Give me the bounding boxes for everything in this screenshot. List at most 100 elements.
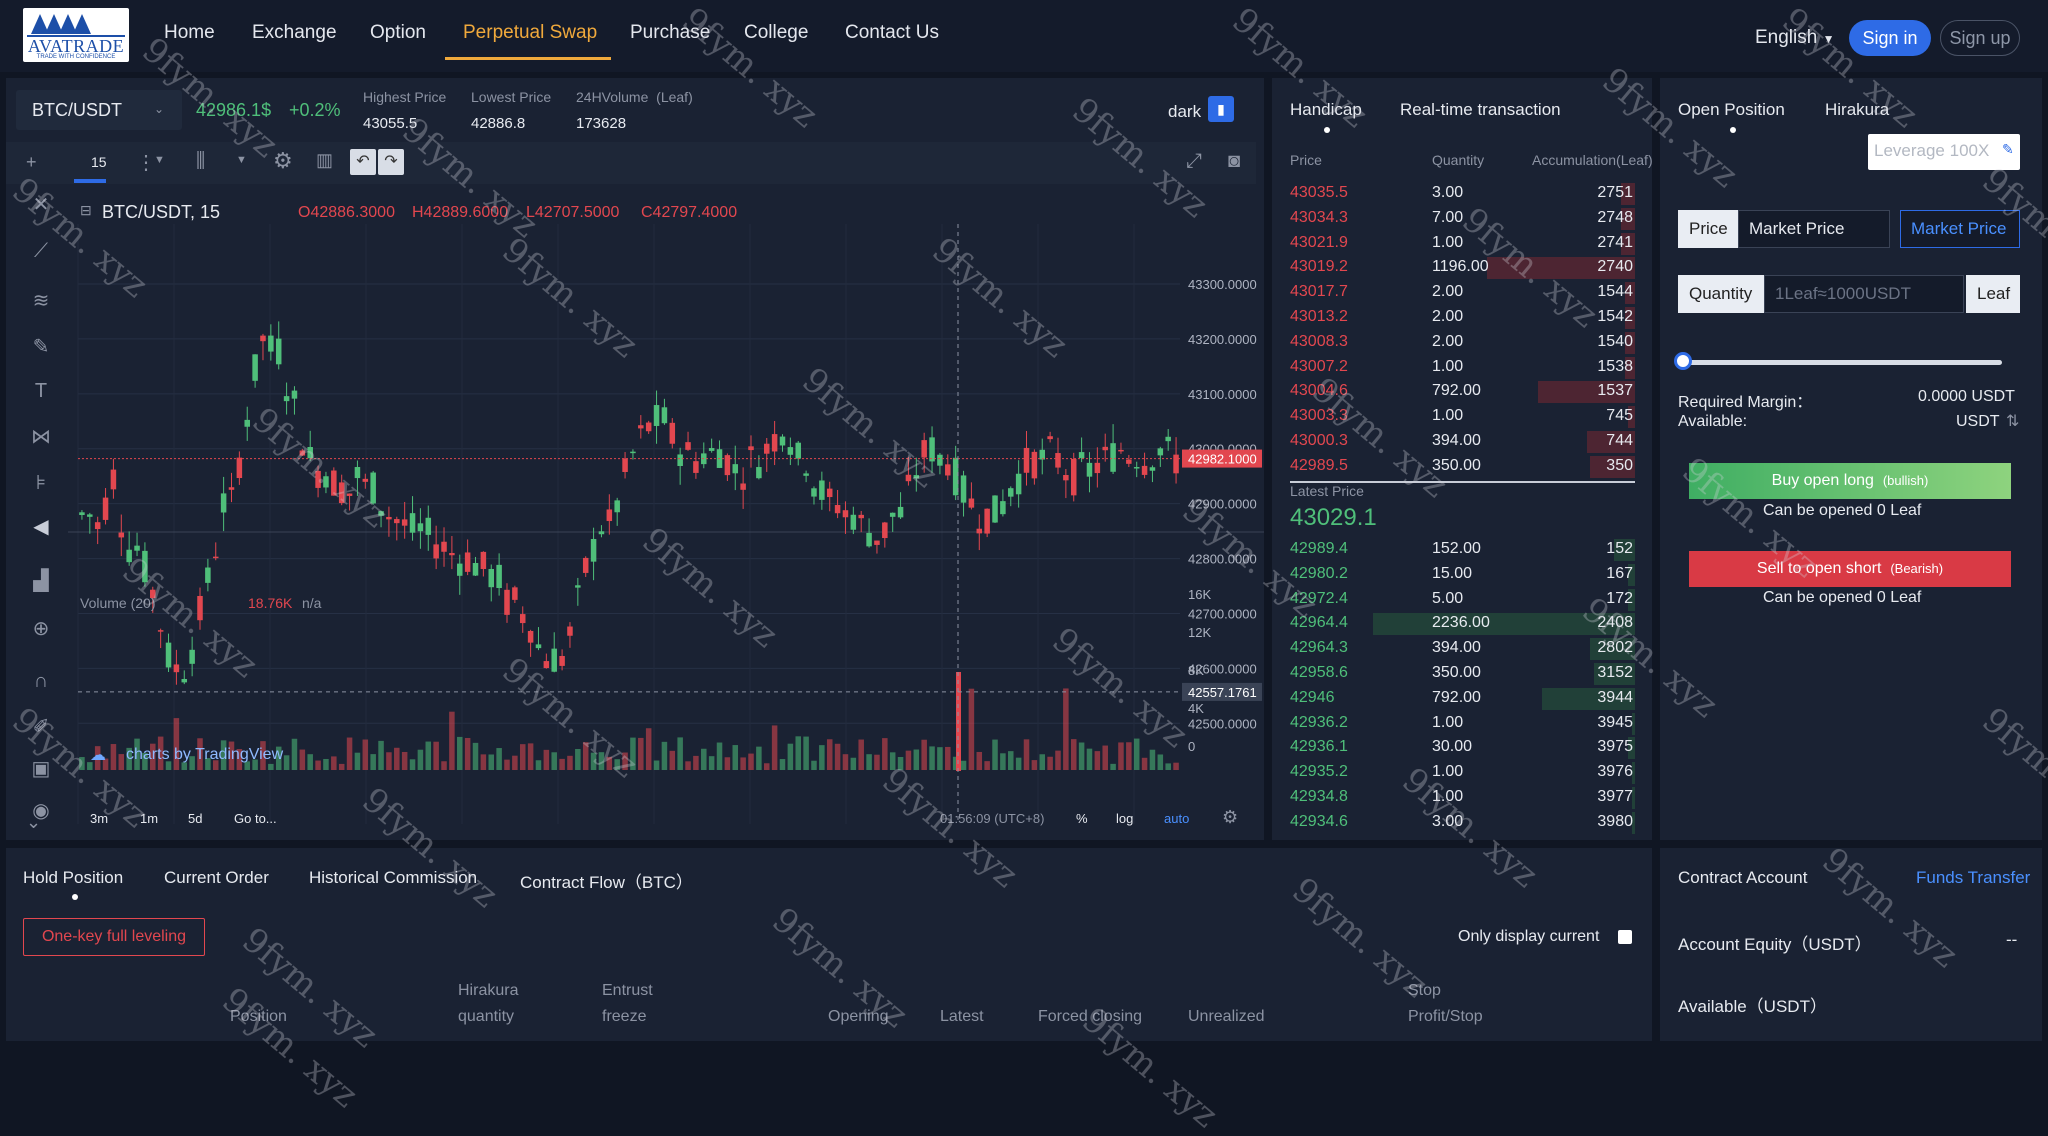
- measure-icon[interactable]: ⊧: [35, 472, 47, 494]
- auto-toggle[interactable]: auto: [1164, 811, 1190, 826]
- log-toggle[interactable]: log: [1116, 811, 1134, 826]
- settings-gear-icon[interactable]: ⚙: [273, 148, 293, 173]
- collapse-tools-icon[interactable]: ⌄: [26, 812, 42, 832]
- ask-row[interactable]: 43017.7 2.00 1544: [1290, 281, 1635, 305]
- brush-icon[interactable]: ✎: [32, 336, 50, 358]
- only-display-current-checkbox[interactable]: [1618, 930, 1632, 944]
- bid-row[interactable]: 42936.1 30.00 3975: [1290, 736, 1635, 760]
- one-key-full-leveling-button[interactable]: One-key full leveling: [23, 918, 205, 956]
- goto-date[interactable]: Go to...: [234, 811, 277, 826]
- market-price-button[interactable]: Market Price: [1900, 210, 2020, 248]
- zoom-in-icon[interactable]: ⊕: [32, 618, 50, 640]
- candle-style-icon[interactable]: ⫼: [196, 150, 206, 172]
- eye-icon[interactable]: ◉: [32, 800, 50, 822]
- bid-row[interactable]: 42964.4 2236.00 2408: [1290, 612, 1635, 636]
- indicators-icon[interactable]: ▥: [316, 150, 334, 170]
- collapse-legend-icon[interactable]: ⊟: [80, 202, 92, 218]
- theme-toggle-icon[interactable]: ▮: [1208, 96, 1234, 122]
- sign-in-button[interactable]: Sign in: [1849, 20, 1931, 56]
- bid-row[interactable]: 42980.2 15.00 167: [1290, 563, 1635, 587]
- candlestick-chart[interactable]: 43300.000043200.000043100.000043000.0000…: [68, 184, 1264, 840]
- ask-row[interactable]: 43019.2 1196.00 2740: [1290, 256, 1635, 280]
- range-3m[interactable]: 3m: [90, 811, 109, 826]
- buy-open-long-button[interactable]: Buy open long (bullish): [1689, 463, 2011, 499]
- bid-row[interactable]: 42964.3 394.00 2802: [1290, 637, 1635, 661]
- sell-open-short-button[interactable]: Sell to open short (Bearish): [1689, 551, 2011, 587]
- avatrade-logo[interactable]: AVATRADE TRADE WITH CONFIDENCE: [23, 8, 129, 62]
- quantity-slider-handle[interactable]: [1674, 352, 1692, 370]
- lock-drawing-icon[interactable]: ✐: [32, 716, 50, 738]
- chevron-down-icon[interactable]: ▼: [236, 154, 247, 166]
- chart-settings-gear-icon[interactable]: ⚙: [1222, 807, 1239, 827]
- language-select[interactable]: English ▼: [1755, 27, 1835, 49]
- nav-college[interactable]: College: [744, 22, 809, 43]
- pair-select[interactable]: BTC/USDT ⌄: [16, 90, 182, 130]
- nav-purchase[interactable]: Purchase: [630, 22, 711, 43]
- bid-row[interactable]: 42934.8 1.00 3977: [1290, 786, 1635, 810]
- ask-row[interactable]: 43007.2 1.00 1538: [1290, 356, 1635, 380]
- tradingview-brand[interactable]: charts by TradingView: [126, 746, 284, 763]
- ask-row[interactable]: 43008.3 2.00 1540: [1290, 331, 1635, 355]
- volume-bar: [480, 754, 487, 770]
- funds-transfer-link[interactable]: Funds Transfer: [1916, 868, 2031, 887]
- ask-depth-bar: [1586, 431, 1635, 453]
- nav-perpetual-swap[interactable]: Perpetual Swap: [463, 22, 598, 43]
- ask-row[interactable]: 43003.3 1.00 745: [1290, 405, 1635, 429]
- crosshair-icon[interactable]: +: [26, 152, 37, 172]
- nav-home[interactable]: Home: [164, 22, 215, 43]
- fullscreen-icon[interactable]: ⤢: [1186, 150, 1202, 172]
- cursor-icon[interactable]: ✕: [32, 194, 50, 216]
- range-5d[interactable]: 5d: [188, 811, 203, 826]
- range-1m[interactable]: 1m: [140, 811, 159, 826]
- nav-exchange[interactable]: Exchange: [252, 22, 337, 43]
- nav-contact-us[interactable]: Contact Us: [845, 22, 939, 43]
- arrow-left-icon[interactable]: ◀: [33, 516, 49, 538]
- tab-open-position[interactable]: Open Position: [1678, 100, 1785, 119]
- ask-row[interactable]: 43034.3 7.00 2748: [1290, 207, 1635, 231]
- camera-icon[interactable]: ◙: [1228, 150, 1241, 172]
- price-input[interactable]: Market Price: [1738, 210, 1890, 248]
- forecast-icon[interactable]: ▟: [33, 570, 49, 592]
- tab-contract-flow[interactable]: Contract Flow（BTC）: [520, 873, 693, 892]
- tab-hold-position[interactable]: Hold Position: [23, 868, 124, 887]
- more-icon[interactable]: ⋮: [136, 152, 156, 174]
- percent-toggle[interactable]: %: [1076, 811, 1088, 826]
- magnet-icon[interactable]: ∩: [33, 670, 49, 692]
- redo-icon[interactable]: ↷: [378, 149, 404, 175]
- bid-row[interactable]: 42946 792.00 3944: [1290, 687, 1635, 711]
- interval-select[interactable]: 15: [91, 154, 107, 170]
- pattern-icon[interactable]: ⋈: [31, 426, 51, 448]
- undo-icon[interactable]: ↶: [350, 149, 376, 175]
- bid-row[interactable]: 42935.2 1.00 3976: [1290, 761, 1635, 785]
- tab-realtime-transaction[interactable]: Real-time transaction: [1400, 100, 1561, 119]
- bid-row[interactable]: 42934.6 3.00 3980: [1290, 811, 1635, 835]
- quantity-slider-track[interactable]: [1682, 360, 2002, 365]
- ask-row[interactable]: 42989.5 350.00 350: [1290, 455, 1635, 479]
- transfer-arrows-icon[interactable]: ⇅: [2006, 413, 2020, 430]
- leverage-input[interactable]: Leverage 100X ✎: [1868, 134, 2020, 170]
- ask-row[interactable]: 43000.3 394.00 744: [1290, 430, 1635, 454]
- tab-current-order[interactable]: Current Order: [164, 868, 269, 887]
- bid-row[interactable]: 42989.4 152.00 152: [1290, 538, 1635, 562]
- nav-option[interactable]: Option: [370, 22, 426, 43]
- chart-symbol-title[interactable]: BTC/USDT, 15: [102, 202, 221, 222]
- bid-row[interactable]: 42958.6 350.00 3152: [1290, 662, 1635, 686]
- bid-row[interactable]: 42936.2 1.00 3945: [1290, 712, 1635, 736]
- lock-icon[interactable]: ▣: [31, 758, 51, 780]
- text-tool-icon[interactable]: T: [34, 380, 48, 402]
- chevron-down-icon[interactable]: ▼: [154, 154, 165, 166]
- quantity-input[interactable]: 1Leaf≈1000USDT: [1764, 275, 1964, 313]
- tab-handicap[interactable]: Handicap: [1290, 100, 1362, 119]
- candle-body: [512, 587, 518, 600]
- ask-row[interactable]: 43035.5 3.00 2751: [1290, 182, 1635, 206]
- ask-row[interactable]: 43021.9 1.00 2741: [1290, 232, 1635, 256]
- ask-row[interactable]: 43004.6 792.00 1537: [1290, 380, 1635, 404]
- fib-icon[interactable]: ≋: [32, 290, 50, 312]
- tab-historical-commission[interactable]: Historical Commission: [309, 868, 478, 887]
- trendline-icon[interactable]: ⟋: [34, 240, 48, 262]
- only-display-current-label: Only display current: [1458, 928, 1600, 945]
- tab-hirakura[interactable]: Hirakura: [1825, 100, 1890, 119]
- ask-row[interactable]: 43013.2 2.00 1542: [1290, 306, 1635, 330]
- bid-row[interactable]: 42972.4 5.00 172: [1290, 588, 1635, 612]
- sign-up-button[interactable]: Sign up: [1940, 20, 2020, 56]
